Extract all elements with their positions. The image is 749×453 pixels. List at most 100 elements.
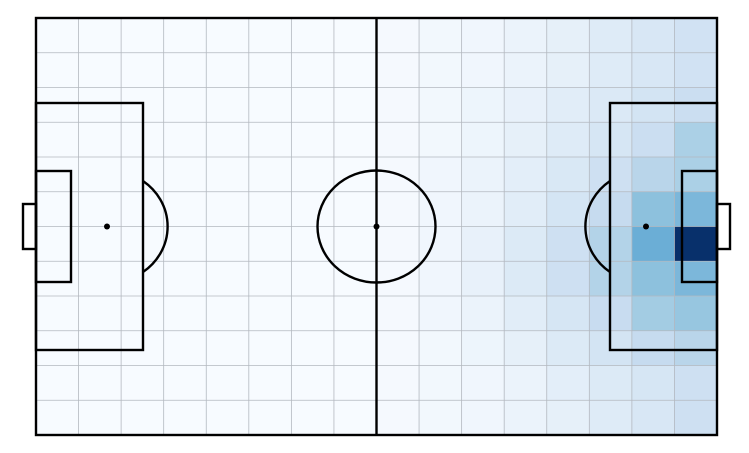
heatmap-cell-r9-c15 — [674, 330, 718, 366]
heatmap-cell-r1-c10 — [461, 52, 505, 88]
heatmap-cell-r0-c8 — [376, 18, 420, 54]
heatmap-cell-r7-c6 — [291, 261, 335, 297]
heatmap-cell-r4-c14 — [631, 157, 675, 193]
heatmap-cell-r0-c15 — [674, 18, 718, 54]
heatmap-cell-r0-c7 — [333, 18, 377, 54]
heatmap-cell-r1-c5 — [248, 52, 292, 88]
heatmap-cell-r8-c11 — [504, 296, 548, 332]
heatmap-cell-r11-c14 — [631, 400, 675, 436]
heatmap-cell-r5-c3 — [163, 191, 207, 227]
heatmap-cell-r0-c14 — [631, 18, 675, 54]
heatmap-cell-r0-c3 — [163, 18, 207, 54]
heatmap-cell-r8-c8 — [376, 296, 420, 332]
heatmap-cell-r9-c14 — [631, 330, 675, 366]
centre-spot — [373, 223, 380, 230]
heatmap-cell-r7-c12 — [546, 261, 590, 297]
heatmap-cell-r11-c5 — [248, 400, 292, 436]
heatmap-cell-r11-c11 — [504, 400, 548, 436]
heatmap-cell-r0-c9 — [419, 18, 463, 54]
heatmap-cell-r0-c6 — [291, 18, 335, 54]
heatmap-cell-r1-c6 — [291, 52, 335, 88]
heatmap-cell-r8-c15 — [674, 296, 718, 332]
heatmap-cell-r1-c9 — [419, 52, 463, 88]
heatmap-cells — [36, 18, 718, 436]
heatmap-cell-r7-c1 — [78, 261, 122, 297]
heatmap-cell-r8-c6 — [291, 296, 335, 332]
heatmap-cell-r3-c7 — [333, 122, 377, 158]
heatmap-cell-r9-c10 — [461, 330, 505, 366]
heatmap-cell-r11-c10 — [461, 400, 505, 436]
heatmap-cell-r2-c4 — [206, 87, 250, 123]
heatmap-cell-r3-c9 — [419, 122, 463, 158]
heatmap-cell-r0-c4 — [206, 18, 250, 54]
heatmap-cell-r10-c13 — [589, 365, 633, 401]
heatmap-cell-r1-c7 — [333, 52, 377, 88]
heatmap-cell-r0-c12 — [546, 18, 590, 54]
heatmap-cell-r6-c14 — [631, 226, 675, 262]
heatmap-cell-r1-c11 — [504, 52, 548, 88]
centre-circle — [316, 169, 437, 284]
heatmap-cell-r2-c10 — [461, 87, 505, 123]
heatmap-cell-r5-c14 — [631, 191, 675, 227]
heatmap-cell-r4-c3 — [163, 157, 207, 193]
heatmap-cell-r2-c9 — [419, 87, 463, 123]
heatmap-cell-r5-c6 — [291, 191, 335, 227]
heatmap-cell-r2-c14 — [631, 87, 675, 123]
heatmap-cell-r1-c14 — [631, 52, 675, 88]
heatmap-cell-r1-c4 — [206, 52, 250, 88]
heatmap-cell-r4-c12 — [546, 157, 590, 193]
heatmap-cell-r4-c5 — [248, 157, 292, 193]
heatmap-cell-r5-c8 — [376, 191, 420, 227]
heatmap-cell-r0-c0 — [36, 18, 80, 54]
heatmap-cell-r6-c8 — [376, 226, 420, 262]
heatmap-cell-r4-c6 — [291, 157, 335, 193]
heatmap-cell-r11-c4 — [206, 400, 250, 436]
heatmap-cell-r6-c6 — [291, 226, 335, 262]
heatmap-cell-r3-c15 — [674, 122, 718, 158]
heatmap-cell-r9-c9 — [419, 330, 463, 366]
heatmap-cell-r2-c1 — [78, 87, 122, 123]
heatmap-cell-r7-c10 — [461, 261, 505, 297]
heatmap-cell-r3-c3 — [163, 122, 207, 158]
heatmap-cell-r9-c6 — [291, 330, 335, 366]
heatmap-cell-r2-c3 — [163, 87, 207, 123]
heatmap-cell-r3-c14 — [631, 122, 675, 158]
heatmap-cell-r7-c5 — [248, 261, 292, 297]
heatmap-cell-r3-c12 — [546, 122, 590, 158]
heatmap-cell-r11-c13 — [589, 400, 633, 436]
left-penalty-spot — [104, 223, 110, 230]
heatmap-cell-r6-c12 — [546, 226, 590, 262]
heatmap-cell-r6-c0 — [36, 226, 80, 262]
heatmap-cell-r3-c8 — [376, 122, 420, 158]
heatmap-cell-r2-c5 — [248, 87, 292, 123]
heatmap-cell-r11-c6 — [291, 400, 335, 436]
heatmap-cell-r5-c0 — [36, 191, 80, 227]
heatmap-cell-r10-c14 — [631, 365, 675, 401]
right-penalty-spot — [643, 223, 649, 230]
heatmap-cell-r4-c0 — [36, 157, 80, 193]
heatmap-cell-r10-c7 — [333, 365, 377, 401]
heatmap-cell-r6-c4 — [206, 226, 250, 262]
left-penalty-arc — [142, 180, 169, 273]
heatmap-cell-r10-c5 — [248, 365, 292, 401]
heatmap-cell-r9-c7 — [333, 330, 377, 366]
heatmap-cell-r6-c11 — [504, 226, 548, 262]
heatmap-cell-r10-c0 — [36, 365, 80, 401]
heatmap-cell-r6-c5 — [248, 226, 292, 262]
heatmap-cell-r10-c15 — [674, 365, 718, 401]
pitch-markings — [21, 16, 732, 437]
heatmap-cell-r9-c3 — [163, 330, 207, 366]
heatmap-cell-r7-c11 — [504, 261, 548, 297]
heatmap-cell-r11-c2 — [121, 400, 165, 436]
heatmap-cell-r10-c11 — [504, 365, 548, 401]
right-goal — [715, 202, 732, 251]
heatmap-cell-r9-c5 — [248, 330, 292, 366]
heatmap-cell-r7-c4 — [206, 261, 250, 297]
heatmap-cell-r0-c13 — [589, 18, 633, 54]
heatmap-cell-r8-c5 — [248, 296, 292, 332]
heatmap-cell-r11-c9 — [419, 400, 463, 436]
heatmap-cell-r8-c10 — [461, 296, 505, 332]
heatmap-cell-r11-c12 — [546, 400, 590, 436]
heatmap-cell-r10-c3 — [163, 365, 207, 401]
